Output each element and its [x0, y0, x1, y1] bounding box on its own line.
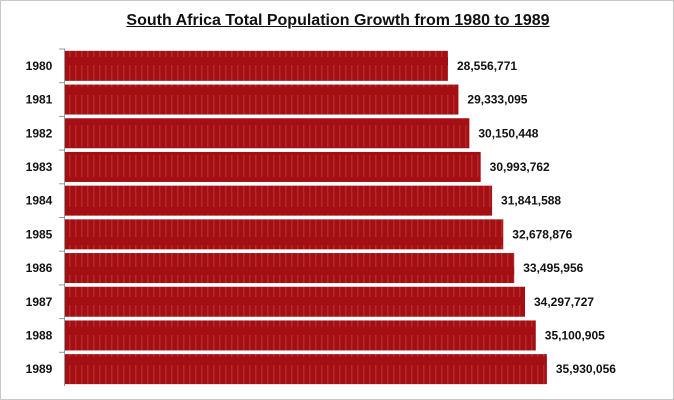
- category-label: 1981: [26, 93, 53, 107]
- data-label: 32,678,876: [512, 227, 572, 241]
- data-label: 35,930,056: [556, 362, 616, 376]
- bar-1987: [65, 286, 525, 317]
- bar-1983: [65, 151, 481, 182]
- category-label: 1986: [26, 261, 53, 275]
- bar-1989: [65, 354, 547, 385]
- data-label: 28,556,771: [457, 59, 517, 73]
- chart-title-text: South Africa Total Population Growth fro…: [126, 12, 550, 29]
- data-label: 31,841,588: [501, 194, 561, 208]
- bar-1985: [65, 219, 504, 250]
- bar-1988: [65, 320, 536, 351]
- data-label: 33,495,956: [523, 261, 583, 275]
- category-label: 1982: [26, 126, 53, 140]
- data-label: 29,333,095: [467, 93, 527, 107]
- data-label: 34,297,727: [534, 295, 594, 309]
- bar-1982: [65, 118, 470, 149]
- data-label: 35,100,905: [545, 328, 605, 342]
- bar-1981: [65, 84, 459, 115]
- category-label: 1987: [26, 295, 53, 309]
- bar-1984: [65, 185, 493, 216]
- category-label: 1984: [26, 194, 53, 208]
- data-label: 30,993,762: [490, 160, 550, 174]
- category-label: 1980: [26, 59, 53, 73]
- chart-title: South Africa Total Population Growth fro…: [1, 12, 673, 30]
- category-label: 1989: [26, 362, 53, 376]
- category-label: 1988: [26, 328, 53, 342]
- data-label: 30,150,448: [478, 126, 538, 140]
- bar-1980: [65, 50, 448, 81]
- category-label: 1985: [26, 227, 53, 241]
- category-label: 1983: [26, 160, 53, 174]
- bar-1986: [65, 253, 515, 284]
